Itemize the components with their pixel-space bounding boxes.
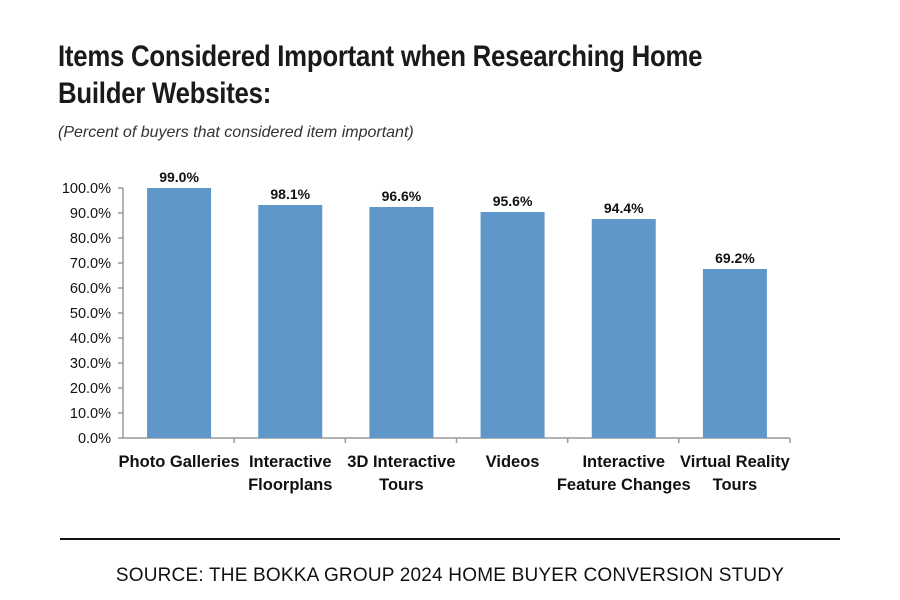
x-tick-label: Tours bbox=[379, 476, 424, 494]
x-tick-label: Interactive bbox=[582, 453, 665, 471]
bar bbox=[480, 212, 545, 438]
data-label: 95.6% bbox=[493, 193, 533, 209]
x-tick-label: Floorplans bbox=[248, 476, 332, 494]
y-tick-label: 90.0% bbox=[70, 206, 111, 222]
y-tick-label: 30.0% bbox=[70, 356, 111, 372]
y-tick-label: 20.0% bbox=[70, 381, 111, 397]
data-label: 96.6% bbox=[382, 188, 422, 204]
bar bbox=[147, 188, 212, 438]
bar bbox=[258, 205, 323, 438]
bar bbox=[702, 269, 767, 438]
bar bbox=[591, 219, 656, 438]
data-label: 99.0% bbox=[159, 169, 199, 185]
bar-chart: 0.0% 10.0% 20.0% 30.0% 40.0% 50.0% 60.0% 70.0% 8… bbox=[62, 169, 791, 494]
y-tick-label: 60.0% bbox=[70, 281, 111, 297]
x-tick-label: Tours bbox=[713, 476, 758, 494]
y-tick-label: 100.0% bbox=[62, 181, 111, 197]
y-tick-label: 80.0% bbox=[70, 231, 111, 247]
source-note: SOURCE: THE BOKKA GROUP 2024 HOME BUYER … bbox=[115, 565, 785, 586]
chart-title: Items Considered Important when Research… bbox=[58, 40, 703, 110]
x-tick-label: Feature Changes bbox=[557, 476, 691, 494]
y-tick-label: 40.0% bbox=[70, 331, 111, 347]
y-tick-label: 10.0% bbox=[70, 406, 111, 422]
divider bbox=[60, 538, 840, 540]
x-tick-label: 3D Interactive bbox=[347, 453, 455, 471]
chart-subtitle: (Percent of buyers that considered item … bbox=[58, 124, 414, 141]
x-tick-label: Virtual Reality bbox=[680, 453, 791, 471]
bar bbox=[369, 207, 434, 438]
data-label: 98.1% bbox=[270, 186, 310, 202]
y-tick-label: 0.0% bbox=[78, 431, 111, 447]
data-label: 69.2% bbox=[715, 250, 755, 266]
x-tick-label: Photo Galleries bbox=[119, 453, 240, 471]
data-label: 94.4% bbox=[604, 200, 644, 216]
x-tick-label: Videos bbox=[486, 453, 540, 471]
x-tick-label: Interactive bbox=[249, 453, 332, 471]
y-tick-label: 50.0% bbox=[70, 306, 111, 322]
y-tick-label: 70.0% bbox=[70, 256, 111, 272]
